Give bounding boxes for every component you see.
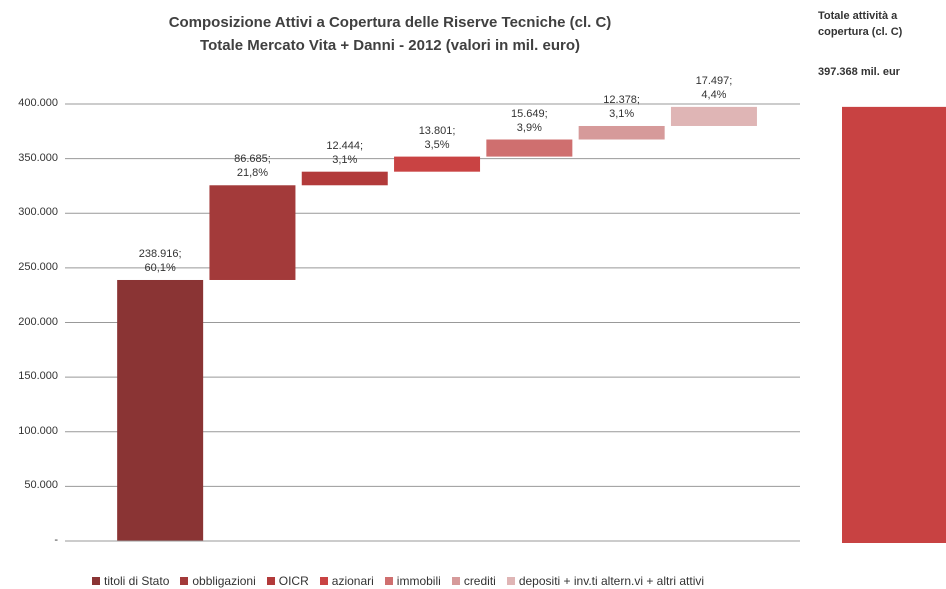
value-label: 15.649; 3,9% bbox=[510, 107, 548, 134]
value-label: 17.497; 4,4% bbox=[695, 74, 733, 101]
bar bbox=[486, 139, 573, 157]
legend-swatch bbox=[384, 577, 393, 585]
y-tick-label: 100.000 bbox=[18, 424, 58, 437]
bar bbox=[117, 279, 204, 541]
legend-swatch bbox=[180, 577, 189, 585]
legend-swatch bbox=[266, 577, 275, 585]
y-tick-label: 150.000 bbox=[18, 370, 58, 383]
legend-label: crediti bbox=[463, 574, 496, 588]
bar bbox=[394, 156, 481, 172]
legend-swatch bbox=[451, 577, 460, 585]
y-tick-label: 50.000 bbox=[24, 479, 58, 492]
bar bbox=[209, 185, 296, 280]
legend-item: crediti bbox=[451, 574, 496, 588]
legend-swatch bbox=[92, 577, 100, 585]
legend-label: titoli di Stato bbox=[104, 574, 170, 588]
legend-item: OICR bbox=[266, 574, 309, 588]
y-tick-label: - bbox=[54, 534, 58, 546]
legend-swatch bbox=[506, 577, 515, 585]
value-label: 238.916; 60,1% bbox=[138, 247, 182, 274]
legend-label: obbligazioni bbox=[192, 574, 256, 588]
value-label: 12.378; 3,1% bbox=[603, 93, 640, 120]
legend-item: immobili bbox=[384, 574, 441, 588]
legend-label: depositi + inv.ti altern.vi + altri atti… bbox=[518, 574, 705, 588]
legend-item: azionari bbox=[319, 574, 374, 588]
legend-label: azionari bbox=[331, 574, 374, 588]
chart-title: Composizione Attivi a Copertura delle Ri… bbox=[168, 14, 612, 31]
bar bbox=[301, 171, 388, 186]
legend-item: obbligazioni bbox=[180, 574, 256, 588]
y-tick-label: 250.000 bbox=[18, 260, 58, 273]
total-bar bbox=[842, 106, 946, 543]
value-label: 13.801; 3,5% bbox=[418, 124, 456, 151]
legend-label: immobili bbox=[396, 574, 441, 588]
y-tick-label: 200.000 bbox=[18, 315, 58, 328]
y-tick-label: 350.000 bbox=[18, 151, 58, 164]
legend-item: titoli di Stato bbox=[92, 574, 169, 588]
value-label: 86.685; 21,8% bbox=[234, 153, 271, 180]
bar bbox=[578, 125, 665, 140]
bar bbox=[670, 106, 757, 126]
y-tick-label: 300.000 bbox=[18, 206, 58, 219]
chart-subtitle: Totale Mercato Vita + Danni - 2012 (valo… bbox=[200, 37, 580, 54]
legend-swatch bbox=[319, 577, 328, 585]
value-label: 12.444; 3,1% bbox=[326, 139, 364, 166]
legend-item: depositi + inv.ti altern.vi + altri atti… bbox=[506, 574, 705, 588]
y-tick-label: 400.000 bbox=[18, 97, 58, 109]
legend-label: OICR bbox=[278, 574, 309, 588]
total-label: Totale attività a copertura (cl. C) bbox=[818, 10, 903, 38]
legend: titoli di Stato obbligazioni OICR azionari i… bbox=[92, 574, 704, 588]
total-value-label: 397.368 mil. eur bbox=[818, 66, 900, 78]
